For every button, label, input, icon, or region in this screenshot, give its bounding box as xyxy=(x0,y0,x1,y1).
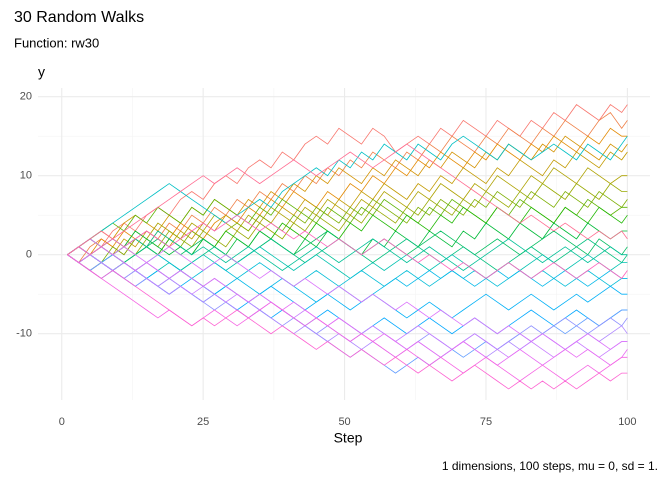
walk-line xyxy=(67,246,628,319)
chart-title: 30 Random Walks xyxy=(14,9,144,26)
x-tick-label: 25 xyxy=(197,416,209,428)
walk-line xyxy=(67,254,628,350)
y-tick-label: 0 xyxy=(26,249,32,261)
x-tick-label: 100 xyxy=(618,416,636,428)
caption: 1 dimensions, 100 steps, mu = 0, sd = 1. xyxy=(442,459,658,473)
walk-line xyxy=(67,230,628,271)
y-tick-label: 20 xyxy=(20,91,32,103)
walk-line xyxy=(67,230,628,264)
walk-line xyxy=(67,135,628,256)
walk-line xyxy=(67,143,628,256)
walk-line xyxy=(67,246,628,279)
x-axis-label: Step xyxy=(334,430,363,446)
walk-line xyxy=(67,127,628,256)
walk-line xyxy=(67,246,628,358)
walk-line xyxy=(67,214,628,279)
x-tick-label: 0 xyxy=(59,416,65,428)
y-tick-label: 10 xyxy=(20,170,32,182)
walk-line xyxy=(67,246,628,366)
walk-line xyxy=(67,151,628,264)
x-tick-label: 50 xyxy=(338,416,350,428)
walk-line xyxy=(67,254,628,382)
x-tick-label: 75 xyxy=(480,416,492,428)
walk-line xyxy=(67,254,628,390)
chart-subtitle: Function: rw30 xyxy=(14,35,99,50)
walk-line xyxy=(67,238,628,350)
y-axis-label: y xyxy=(38,64,45,80)
y-tick-label: -10 xyxy=(16,328,32,340)
